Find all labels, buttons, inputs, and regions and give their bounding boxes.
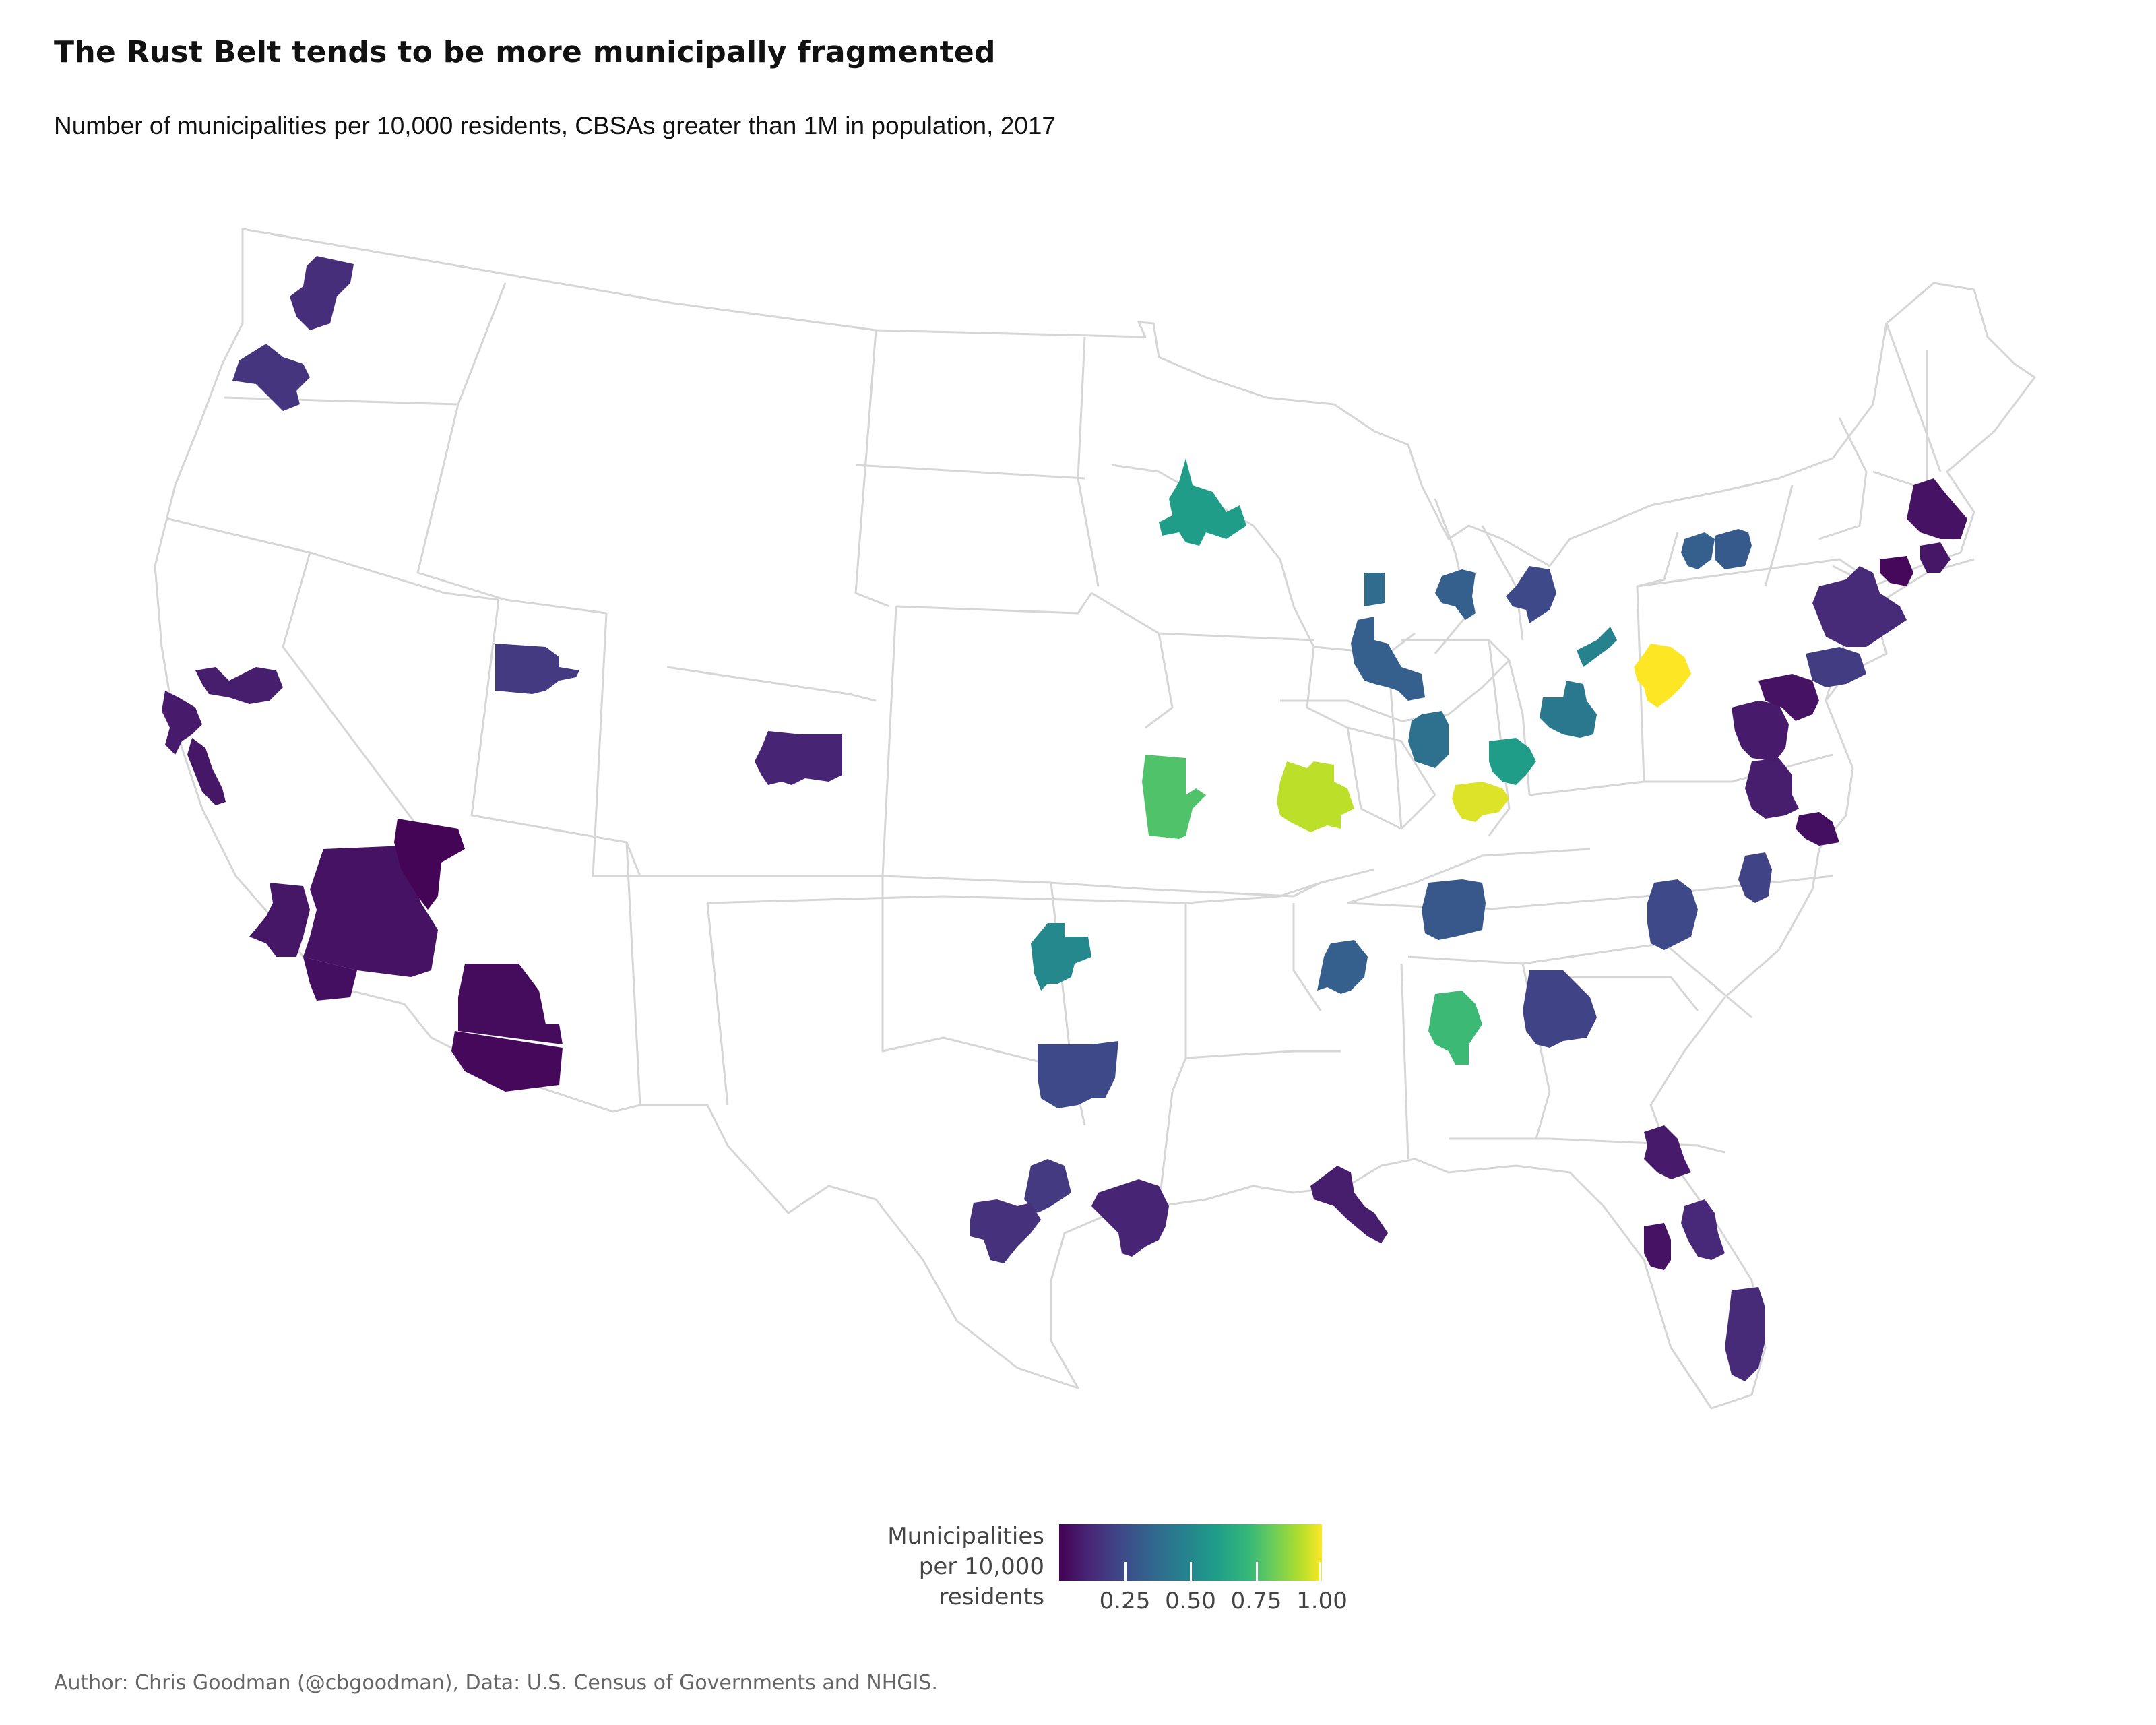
metro-dallas [1038, 1041, 1118, 1108]
metro-miami [1725, 1287, 1765, 1381]
metro-san-antonio [970, 1199, 1041, 1263]
legend-tick-0 [1124, 1562, 1127, 1581]
legend-tick-label-3: 1.00 [1296, 1588, 1348, 1614]
legend-tick-label-1: 0.50 [1165, 1588, 1216, 1614]
metro-columbus [1540, 681, 1597, 738]
metro-rochester [1715, 529, 1752, 569]
legend-title-line-2: per 10,000 [918, 1553, 1044, 1580]
metro-washington [1732, 701, 1789, 761]
metro-houston [1091, 1179, 1169, 1257]
metro-buffalo [1681, 532, 1715, 569]
state-boundaries [154, 228, 2036, 1410]
metro-pittsburgh [1634, 644, 1691, 708]
legend-title-line-3: residents [939, 1583, 1044, 1610]
metro-jacksonville [1644, 1125, 1691, 1179]
metro-salt-lake-city [495, 644, 579, 694]
metro-philadelphia [1806, 647, 1866, 687]
metro-providence [1920, 542, 1951, 573]
metro-seattle [290, 256, 354, 330]
metro-portland [232, 344, 310, 411]
metro-detroit [1506, 566, 1556, 623]
metro-charlotte [1647, 879, 1698, 950]
metro-richmond [1745, 758, 1799, 819]
metro-tampa [1644, 1223, 1671, 1270]
metro-kansas-city [1142, 755, 1206, 839]
metro-riverside [303, 846, 438, 977]
legend-tick-1 [1190, 1562, 1192, 1581]
metro-los-angeles [249, 883, 310, 957]
metro-areas [162, 256, 1967, 1381]
chart-title: The Rust Belt tends to be more municipal… [54, 35, 996, 69]
metro-new-york [1812, 566, 1907, 647]
metro-milwaukee [1364, 573, 1385, 606]
legend-title-line-1: Municipalities [887, 1523, 1044, 1550]
metro-raleigh [1738, 852, 1772, 903]
metro-birmingham [1428, 991, 1482, 1065]
metro-new-orleans [1310, 1166, 1388, 1243]
metro-cincinnati [1489, 738, 1536, 785]
legend-tick-3 [1319, 1562, 1321, 1581]
metro-oklahoma-city [1031, 923, 1091, 991]
state-lines [168, 282, 1975, 1207]
legend-title: Municipalities per 10,000 residents [808, 1522, 1044, 1612]
legend-tick-label-0: 0.25 [1099, 1588, 1151, 1614]
metro-indianapolis [1408, 711, 1449, 768]
metro-orlando [1681, 1199, 1725, 1260]
metro-grand-rapids [1435, 569, 1476, 620]
chart-subtitle: Number of municipalities per 10,000 resi… [54, 112, 1056, 139]
metro-virginia-beach [1796, 812, 1839, 846]
metro-sacramento [195, 667, 283, 704]
metro-las-vegas [394, 819, 465, 910]
metro-minneapolis [1159, 458, 1246, 546]
metro-boston [1907, 478, 1967, 539]
metro-tucson [451, 1031, 563, 1092]
metro-san-jose [187, 738, 226, 805]
metro-baltimore [1758, 674, 1819, 721]
metro-louisville [1452, 782, 1509, 822]
metro-san-diego [303, 957, 357, 1001]
metro-hartford [1880, 556, 1913, 586]
metro-phoenix [458, 964, 563, 1044]
legend-tick-2 [1255, 1562, 1258, 1581]
metro-san-francisco [162, 691, 202, 755]
metro-chicago [1351, 617, 1425, 701]
metro-austin [1024, 1159, 1071, 1213]
metro-cleveland [1577, 627, 1617, 667]
legend-tick-label-2: 0.75 [1230, 1588, 1282, 1614]
metro-nashville [1422, 879, 1486, 940]
caption: Author: Chris Goodman (@cbgoodman), Data… [54, 1671, 938, 1695]
metro-st-louis [1277, 761, 1354, 832]
us-outline [154, 228, 2036, 1410]
metro-denver [755, 731, 842, 785]
metro-memphis [1317, 940, 1368, 994]
metro-atlanta [1523, 970, 1597, 1048]
